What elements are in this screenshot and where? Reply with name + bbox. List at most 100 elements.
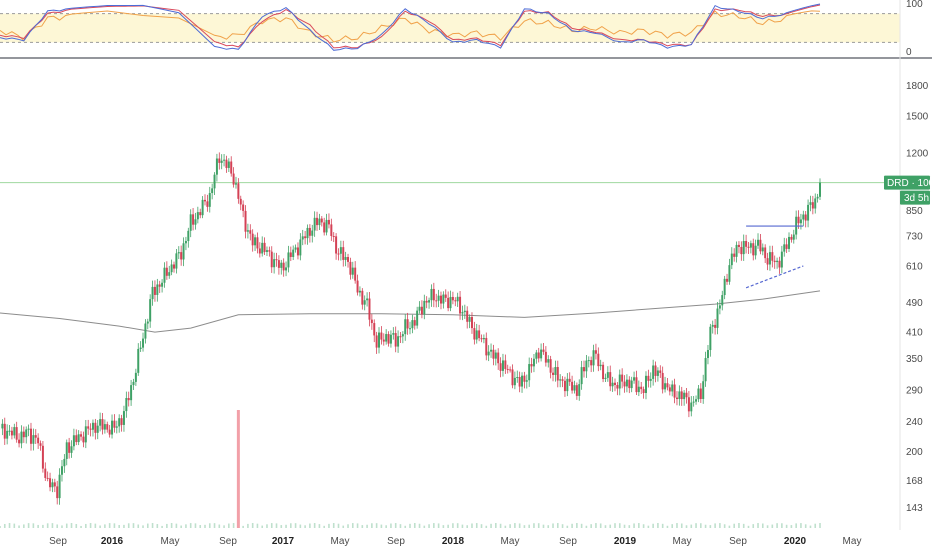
- candle-body: [108, 429, 111, 435]
- candle-body: [435, 300, 438, 302]
- time-tick-label: May: [843, 536, 862, 547]
- candle-body: [761, 247, 764, 252]
- candle-body: [25, 429, 28, 438]
- oscillator-tick-label: 100: [906, 0, 923, 10]
- candle-body: [788, 236, 791, 249]
- candle-body: [549, 359, 552, 373]
- candle-body: [89, 428, 92, 430]
- candle-body: [80, 434, 83, 437]
- volume-bar: [433, 523, 435, 528]
- candle-body: [237, 183, 240, 199]
- candle-body: [561, 379, 564, 381]
- candle-body: [530, 364, 533, 367]
- candle-body: [563, 380, 566, 392]
- volume-bar: [27, 523, 30, 528]
- time-axis[interactable]: Sep 2016 May Sep 2017 May Sep 2018 May Sep 2019 May…: [49, 536, 861, 547]
- volume-bar: [633, 523, 635, 528]
- candle-body: [70, 446, 73, 453]
- candle-body: [208, 193, 211, 207]
- candle-body: [661, 372, 664, 390]
- volume-bar: [761, 523, 764, 528]
- candle-body: [134, 372, 137, 382]
- candle-body: [20, 431, 23, 444]
- volume-bar: [537, 523, 540, 528]
- volume-bar: [542, 524, 545, 528]
- candle-body: [456, 296, 459, 302]
- volume-spike-bar: [236, 410, 240, 528]
- candle-body: [46, 477, 49, 479]
- candle-body: [771, 252, 774, 261]
- candle-body: [184, 241, 187, 244]
- candle-body: [125, 398, 128, 412]
- candle-body: [568, 378, 571, 382]
- candle-body: [571, 381, 574, 391]
- volume-bar: [652, 523, 654, 528]
- candle-body: [194, 219, 197, 225]
- volume-bar: [228, 523, 230, 528]
- volume-bar: [290, 523, 292, 528]
- volume-bar: [757, 523, 759, 528]
- volume-bar: [223, 525, 225, 528]
- candle-body: [609, 372, 612, 387]
- volume-bar: [661, 523, 664, 528]
- volume-bar: [328, 523, 330, 528]
- candle-body: [752, 243, 755, 256]
- candle-body: [745, 241, 748, 247]
- candle-body: [685, 392, 688, 398]
- candle-body: [501, 360, 504, 371]
- volume-bar: [504, 525, 507, 528]
- candle-body: [439, 295, 442, 304]
- volume-bar: [99, 525, 101, 528]
- candle-body: [706, 350, 709, 359]
- countdown-label: 3d 5h: [904, 193, 929, 204]
- candle-body: [802, 214, 805, 220]
- candle-body: [177, 252, 180, 254]
- volume-bar: [166, 523, 168, 528]
- volume-bar: [680, 523, 683, 528]
- last-price-badge: DRD · 1006 3d 5h: [884, 175, 932, 205]
- candle-body: [242, 204, 245, 211]
- candle-body: [294, 247, 297, 250]
- candle-body: [644, 375, 647, 394]
- candle-body: [454, 300, 457, 302]
- price-axis[interactable]: 1800 1500 1200 850 730 610 490 410 350 290 240 200 1…: [906, 81, 929, 514]
- volume-bar: [151, 523, 154, 528]
- oscillator-k-line: [0, 3, 821, 51]
- candle-body: [1, 423, 4, 429]
- candle-body: [378, 332, 381, 348]
- candle-body: [409, 328, 411, 330]
- oscillator-y-axis: 100 0: [906, 0, 923, 58]
- candle-body: [611, 382, 614, 387]
- candle-body: [475, 330, 478, 340]
- volume-bar: [742, 523, 745, 528]
- last-price-badge-bg: [884, 175, 930, 190]
- volume-bar: [142, 525, 144, 528]
- candle-body: [602, 364, 605, 380]
- volume-bar: [628, 525, 631, 528]
- volume-bar: [466, 525, 469, 528]
- candle-body: [206, 201, 209, 207]
- volume-bar: [294, 523, 297, 528]
- candle-body: [664, 383, 667, 390]
- candle-body: [199, 212, 202, 216]
- candle-body: [189, 214, 192, 231]
- time-tick-label: Sep: [729, 536, 747, 547]
- candle-body: [60, 466, 63, 475]
- candle-body: [807, 204, 810, 221]
- candle-body: [811, 202, 814, 209]
- volume-bar: [795, 523, 797, 528]
- volume-bar: [299, 524, 302, 528]
- candle-body: [668, 387, 671, 392]
- candle-body: [554, 367, 557, 375]
- volume-bar: [804, 524, 807, 528]
- volume-bar: [256, 523, 259, 528]
- candle-body: [113, 420, 116, 428]
- volume-bar: [323, 525, 325, 528]
- candle-body: [463, 310, 466, 313]
- candle-body: [737, 244, 740, 247]
- candle-body: [168, 272, 171, 276]
- candle-body: [776, 260, 779, 263]
- price-tick-label: 143: [906, 503, 923, 514]
